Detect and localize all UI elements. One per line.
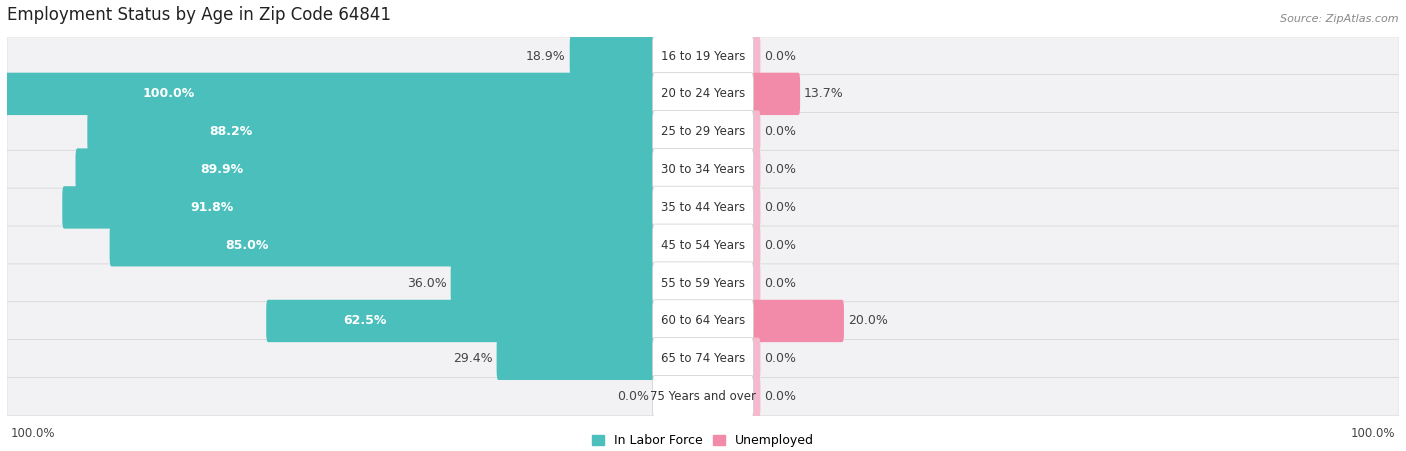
Text: 0.0%: 0.0% bbox=[765, 352, 796, 365]
FancyBboxPatch shape bbox=[7, 37, 1399, 75]
Text: 16 to 19 Years: 16 to 19 Years bbox=[661, 50, 745, 63]
Text: 0.0%: 0.0% bbox=[765, 239, 796, 252]
Text: 100.0%: 100.0% bbox=[1351, 427, 1396, 440]
Text: 25 to 29 Years: 25 to 29 Years bbox=[661, 125, 745, 138]
Text: 0.0%: 0.0% bbox=[765, 50, 796, 63]
FancyBboxPatch shape bbox=[652, 110, 754, 153]
Text: 85.0%: 85.0% bbox=[225, 239, 269, 252]
FancyBboxPatch shape bbox=[749, 338, 761, 380]
Text: 30 to 34 Years: 30 to 34 Years bbox=[661, 163, 745, 176]
FancyBboxPatch shape bbox=[266, 300, 657, 342]
FancyBboxPatch shape bbox=[749, 300, 844, 342]
FancyBboxPatch shape bbox=[110, 224, 657, 267]
FancyBboxPatch shape bbox=[652, 73, 754, 115]
FancyBboxPatch shape bbox=[7, 377, 1399, 416]
Text: 65 to 74 Years: 65 to 74 Years bbox=[661, 352, 745, 365]
FancyBboxPatch shape bbox=[6, 73, 657, 115]
Text: 89.9%: 89.9% bbox=[200, 163, 243, 176]
FancyBboxPatch shape bbox=[7, 150, 1399, 189]
FancyBboxPatch shape bbox=[749, 224, 761, 267]
Text: 88.2%: 88.2% bbox=[208, 125, 252, 138]
FancyBboxPatch shape bbox=[652, 338, 754, 380]
FancyBboxPatch shape bbox=[749, 35, 761, 77]
FancyBboxPatch shape bbox=[749, 186, 761, 229]
FancyBboxPatch shape bbox=[652, 148, 754, 191]
Text: 0.0%: 0.0% bbox=[765, 201, 796, 214]
FancyBboxPatch shape bbox=[76, 148, 657, 191]
FancyBboxPatch shape bbox=[496, 338, 657, 380]
Text: 45 to 54 Years: 45 to 54 Years bbox=[661, 239, 745, 252]
Text: 100.0%: 100.0% bbox=[10, 427, 55, 440]
FancyBboxPatch shape bbox=[451, 262, 657, 304]
Text: 0.0%: 0.0% bbox=[765, 163, 796, 176]
FancyBboxPatch shape bbox=[749, 148, 761, 191]
FancyBboxPatch shape bbox=[749, 110, 761, 153]
Legend: In Labor Force, Unemployed: In Labor Force, Unemployed bbox=[592, 434, 814, 447]
Text: 36.0%: 36.0% bbox=[408, 276, 447, 290]
Text: 13.7%: 13.7% bbox=[804, 87, 844, 101]
Text: 60 to 64 Years: 60 to 64 Years bbox=[661, 314, 745, 327]
Text: 75 Years and over: 75 Years and over bbox=[650, 390, 756, 403]
Text: 20 to 24 Years: 20 to 24 Years bbox=[661, 87, 745, 101]
Text: 29.4%: 29.4% bbox=[453, 352, 492, 365]
Text: 0.0%: 0.0% bbox=[765, 390, 796, 403]
FancyBboxPatch shape bbox=[87, 110, 657, 153]
FancyBboxPatch shape bbox=[652, 35, 754, 77]
Text: Source: ZipAtlas.com: Source: ZipAtlas.com bbox=[1281, 14, 1399, 24]
FancyBboxPatch shape bbox=[7, 112, 1399, 151]
FancyBboxPatch shape bbox=[749, 262, 761, 304]
FancyBboxPatch shape bbox=[62, 186, 657, 229]
Text: 62.5%: 62.5% bbox=[343, 314, 387, 327]
Text: Employment Status by Age in Zip Code 64841: Employment Status by Age in Zip Code 648… bbox=[7, 6, 391, 24]
Text: 100.0%: 100.0% bbox=[142, 87, 195, 101]
FancyBboxPatch shape bbox=[7, 302, 1399, 340]
Text: 0.0%: 0.0% bbox=[617, 390, 648, 403]
FancyBboxPatch shape bbox=[652, 224, 754, 267]
Text: 18.9%: 18.9% bbox=[526, 50, 565, 63]
FancyBboxPatch shape bbox=[652, 300, 754, 342]
FancyBboxPatch shape bbox=[749, 376, 761, 418]
FancyBboxPatch shape bbox=[7, 75, 1399, 113]
Text: 55 to 59 Years: 55 to 59 Years bbox=[661, 276, 745, 290]
FancyBboxPatch shape bbox=[7, 188, 1399, 227]
Text: 0.0%: 0.0% bbox=[765, 276, 796, 290]
Text: 91.8%: 91.8% bbox=[190, 201, 233, 214]
FancyBboxPatch shape bbox=[7, 264, 1399, 302]
FancyBboxPatch shape bbox=[7, 226, 1399, 264]
FancyBboxPatch shape bbox=[652, 186, 754, 229]
FancyBboxPatch shape bbox=[7, 340, 1399, 378]
FancyBboxPatch shape bbox=[749, 73, 800, 115]
FancyBboxPatch shape bbox=[652, 262, 754, 304]
Text: 35 to 44 Years: 35 to 44 Years bbox=[661, 201, 745, 214]
FancyBboxPatch shape bbox=[569, 35, 657, 77]
Text: 20.0%: 20.0% bbox=[848, 314, 887, 327]
Text: 0.0%: 0.0% bbox=[765, 125, 796, 138]
FancyBboxPatch shape bbox=[652, 376, 754, 418]
